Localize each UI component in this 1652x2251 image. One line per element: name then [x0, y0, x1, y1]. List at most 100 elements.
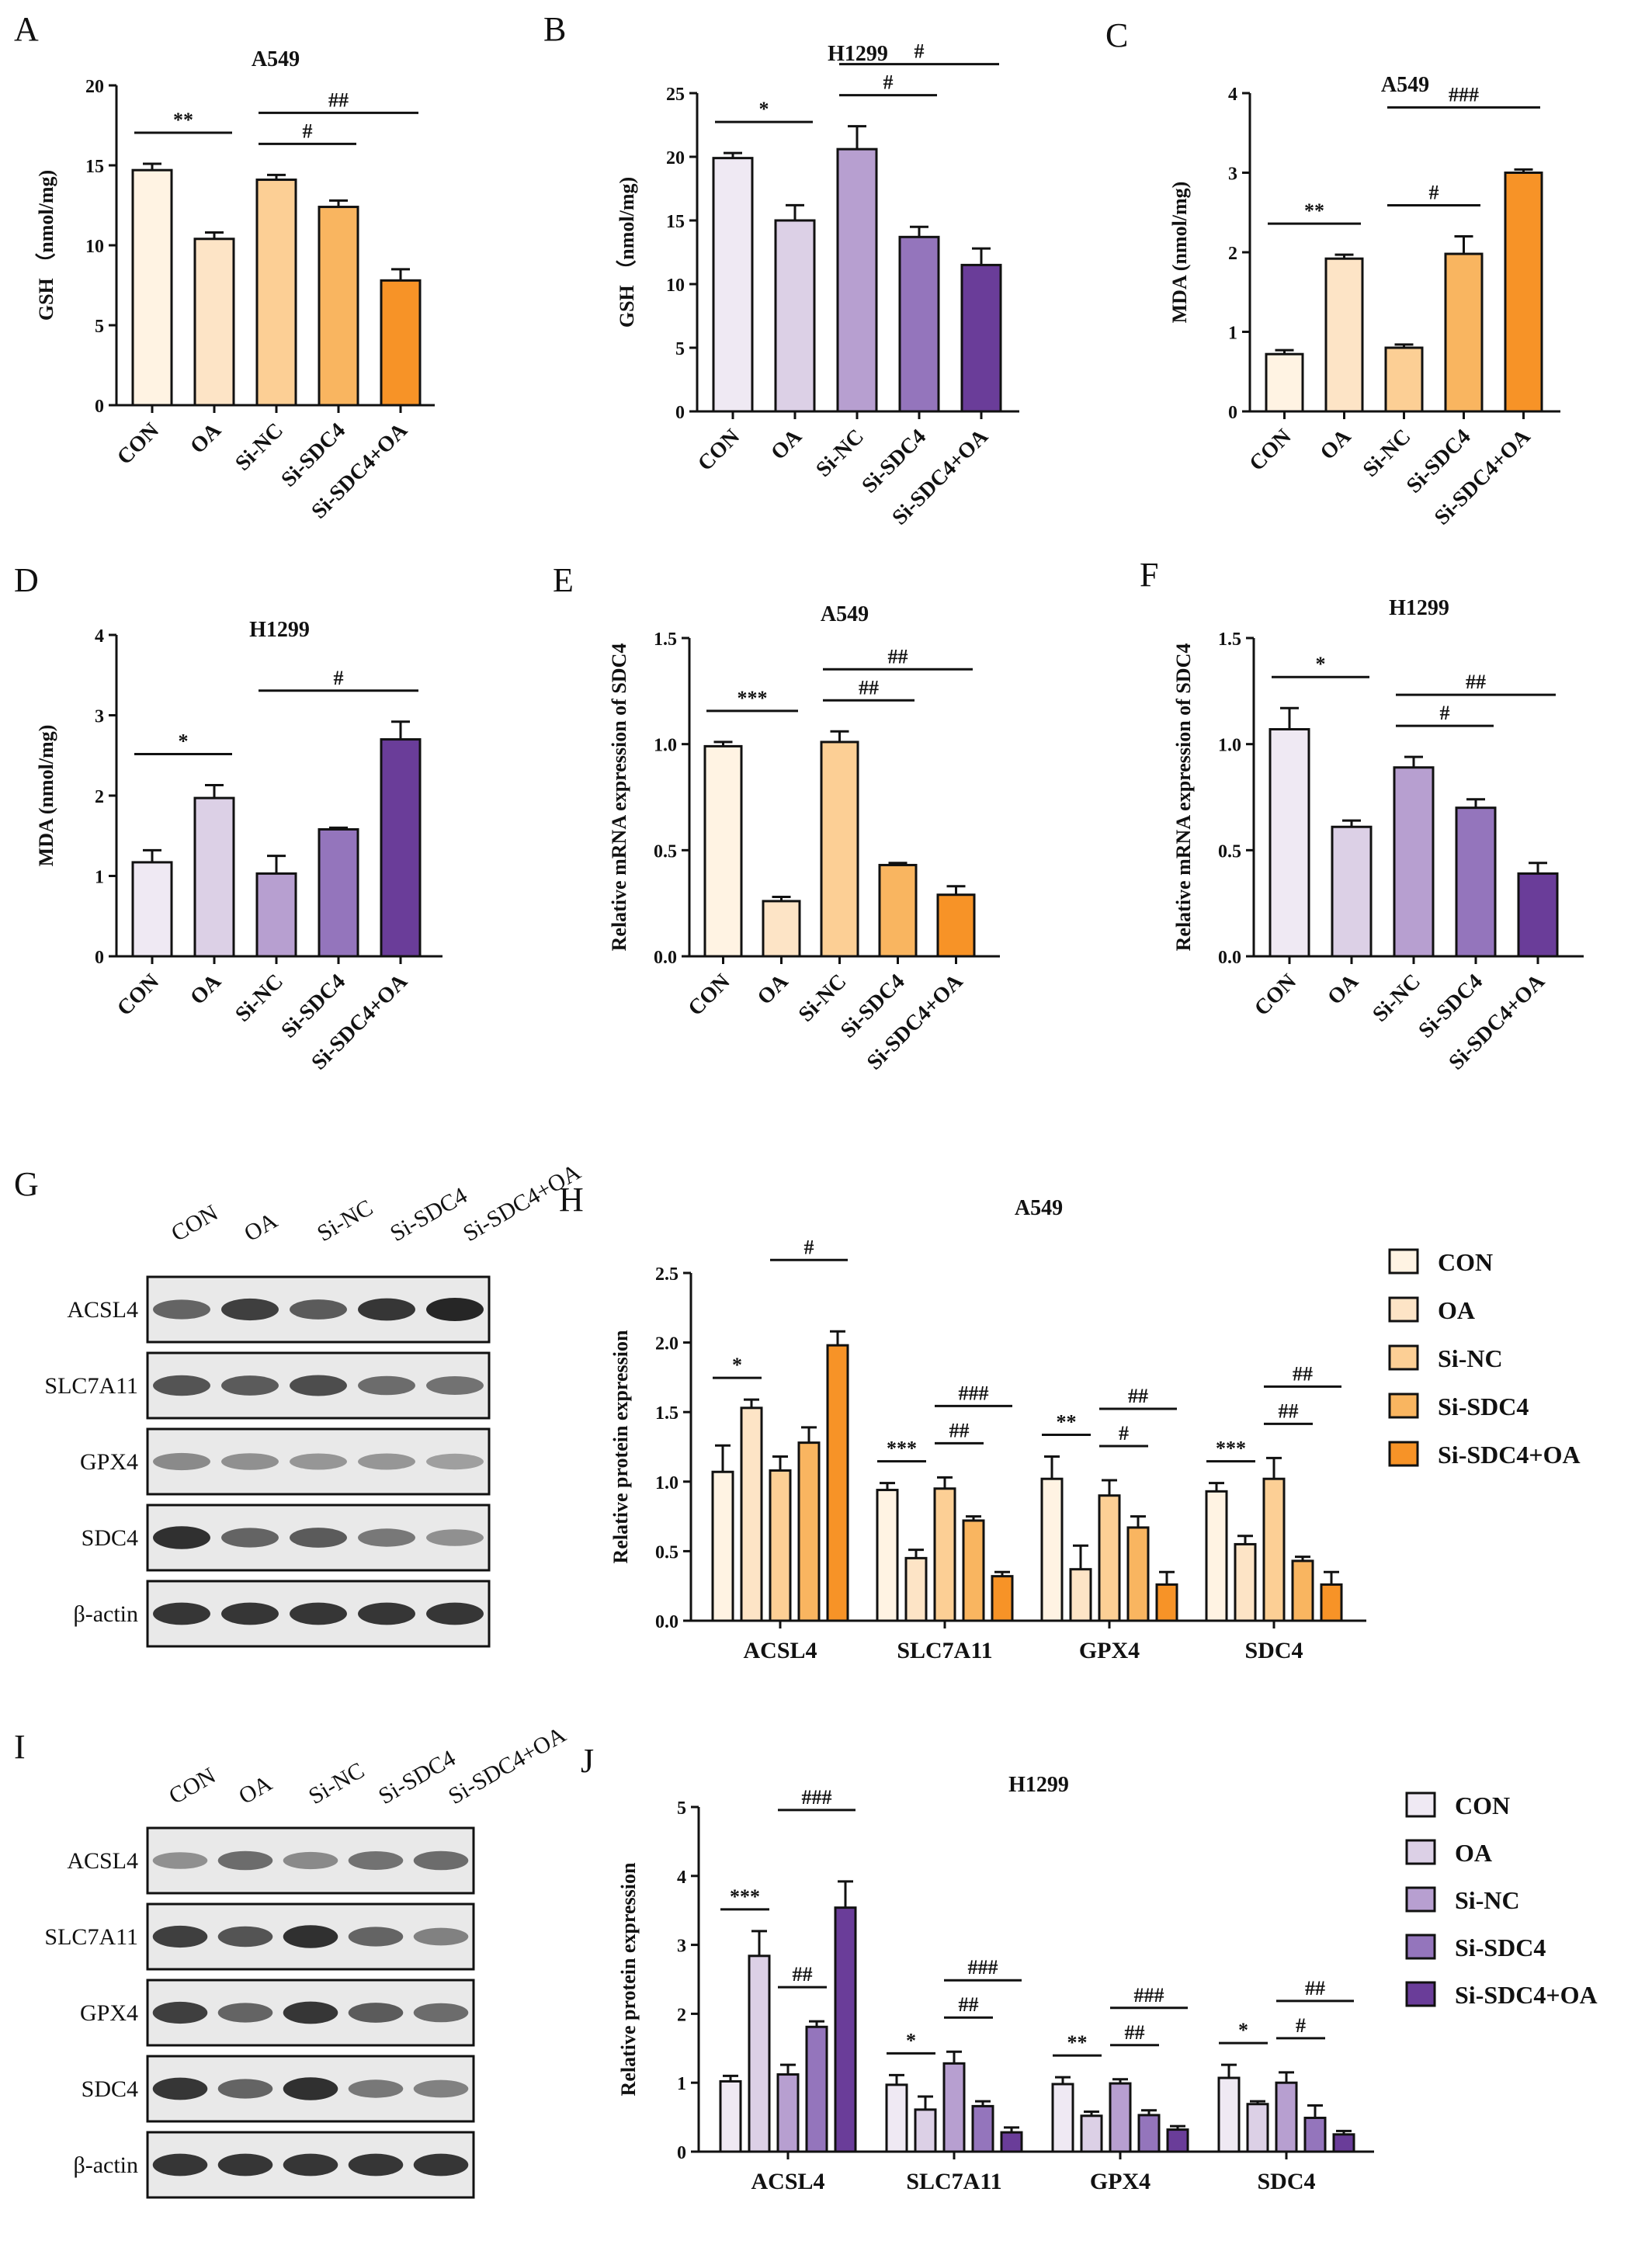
significance-mark: ### [1134, 1984, 1164, 2006]
significance-mark: ### [802, 1786, 832, 1809]
protein-band [152, 2001, 208, 2024]
significance-mark: # [914, 40, 925, 63]
lane-label: OA [234, 1771, 276, 1809]
bar [255, 872, 297, 958]
significance-mark: ## [1466, 671, 1486, 693]
panel-label-a: A [14, 10, 39, 48]
legend-label: Si-SDC4 [1455, 1934, 1546, 1961]
significance-mark: ## [888, 645, 908, 668]
protein-band [290, 1299, 347, 1320]
bar [898, 235, 940, 413]
protein-band [153, 1526, 210, 1549]
protein-band [290, 1528, 347, 1548]
panel-label-h: H [559, 1181, 584, 1219]
significance-mark: ### [1449, 83, 1479, 106]
protein-band [283, 2153, 338, 2176]
protein-band [348, 1851, 404, 1870]
x-tick-label: Si-NC [231, 969, 288, 1027]
x-category-label: ACSL4 [743, 1638, 817, 1663]
lane-label: Si-SDC4 [386, 1182, 471, 1247]
bar [797, 1441, 821, 1622]
significance-mark: ** [1067, 2031, 1088, 2054]
bar [1393, 766, 1435, 958]
bar [712, 157, 754, 413]
bar [1137, 2114, 1161, 2153]
bar [1109, 2082, 1132, 2153]
protein-band [152, 2153, 208, 2176]
y-axis-label: MDA (nmol/mg) [1168, 182, 1191, 324]
significance-mark: ## [1293, 1362, 1313, 1385]
protein-band [153, 1299, 210, 1320]
y-tick-label: 4 [95, 626, 104, 647]
x-tick-label: CON [693, 425, 744, 476]
bar [820, 741, 859, 958]
y-tick-label: 5 [675, 339, 685, 359]
y-tick-label: 1.5 [654, 630, 677, 650]
x-tick-label: OA [1323, 969, 1363, 1009]
y-tick-label: 1 [1228, 324, 1237, 344]
bar [1080, 2114, 1103, 2153]
y-tick-label: 2 [677, 2005, 686, 2025]
significance-mark: ** [1057, 1411, 1077, 1434]
chart-title: H1299 [1008, 1773, 1069, 1797]
protein-band [221, 1528, 279, 1548]
legend-swatch [1405, 1791, 1436, 1818]
x-tick-label: Si-NC [231, 418, 288, 476]
y-tick-label: 15 [666, 212, 685, 232]
bar [769, 1469, 792, 1622]
bar [1332, 2133, 1355, 2153]
y-axis-label: GSH （nmol/mg) [616, 177, 638, 328]
protein-band [426, 1529, 484, 1546]
protein-band [413, 2153, 469, 2176]
lane-label: Si-NC [304, 1757, 369, 1809]
bar [1517, 872, 1559, 958]
chart-title: A549 [1015, 1196, 1063, 1220]
protein-band [413, 1850, 469, 1871]
y-tick-label: 5 [677, 1798, 686, 1819]
y-tick-label: 1.5 [655, 1403, 678, 1424]
chart-title: H1299 [828, 42, 888, 66]
blot-row-label: ACSL4 [67, 1848, 138, 1874]
legend-label: Si-SDC4+OA [1455, 1981, 1598, 2009]
lane-label: OA [240, 1208, 282, 1247]
y-tick-label: 20 [85, 77, 104, 97]
chart-title: H1299 [1389, 596, 1449, 620]
y-tick-label: 2.0 [655, 1334, 678, 1354]
bar [1331, 825, 1373, 958]
protein-band [348, 1927, 404, 1947]
blot-row-label: β-actin [73, 2152, 138, 2178]
blot-row-label: SLC7A11 [44, 1924, 138, 1950]
protein-band [217, 1926, 273, 1948]
protein-band [153, 1602, 210, 1625]
significance-mark: # [334, 667, 344, 689]
x-tick-label: CON [1245, 425, 1296, 476]
y-tick-label: 2 [1228, 244, 1237, 264]
significance-mark: # [1440, 702, 1450, 724]
bar [904, 1556, 928, 1622]
significance-mark: ** [173, 109, 193, 131]
significance-mark: *** [887, 1438, 917, 1460]
panel-label-f: F [1140, 556, 1158, 594]
bar [776, 2073, 800, 2153]
y-tick-label: 0 [675, 403, 685, 423]
bar [719, 2079, 742, 2153]
y-tick-label: 0 [95, 948, 104, 968]
protein-band [217, 1850, 273, 1871]
bar [380, 279, 422, 407]
blot-row-label: SLC7A11 [44, 1373, 138, 1399]
y-tick-label: 10 [85, 237, 104, 257]
significance-mark: # [804, 1236, 814, 1258]
bar [1444, 252, 1484, 413]
y-tick-label: 4 [677, 1868, 686, 1888]
protein-band [348, 2003, 404, 2023]
panel-label-e: E [553, 561, 574, 599]
x-tick-label: OA [1316, 424, 1356, 464]
y-tick-label: 1.0 [1218, 736, 1241, 756]
blot-row-label: SDC4 [82, 1525, 138, 1551]
x-tick-label: CON [113, 418, 164, 470]
